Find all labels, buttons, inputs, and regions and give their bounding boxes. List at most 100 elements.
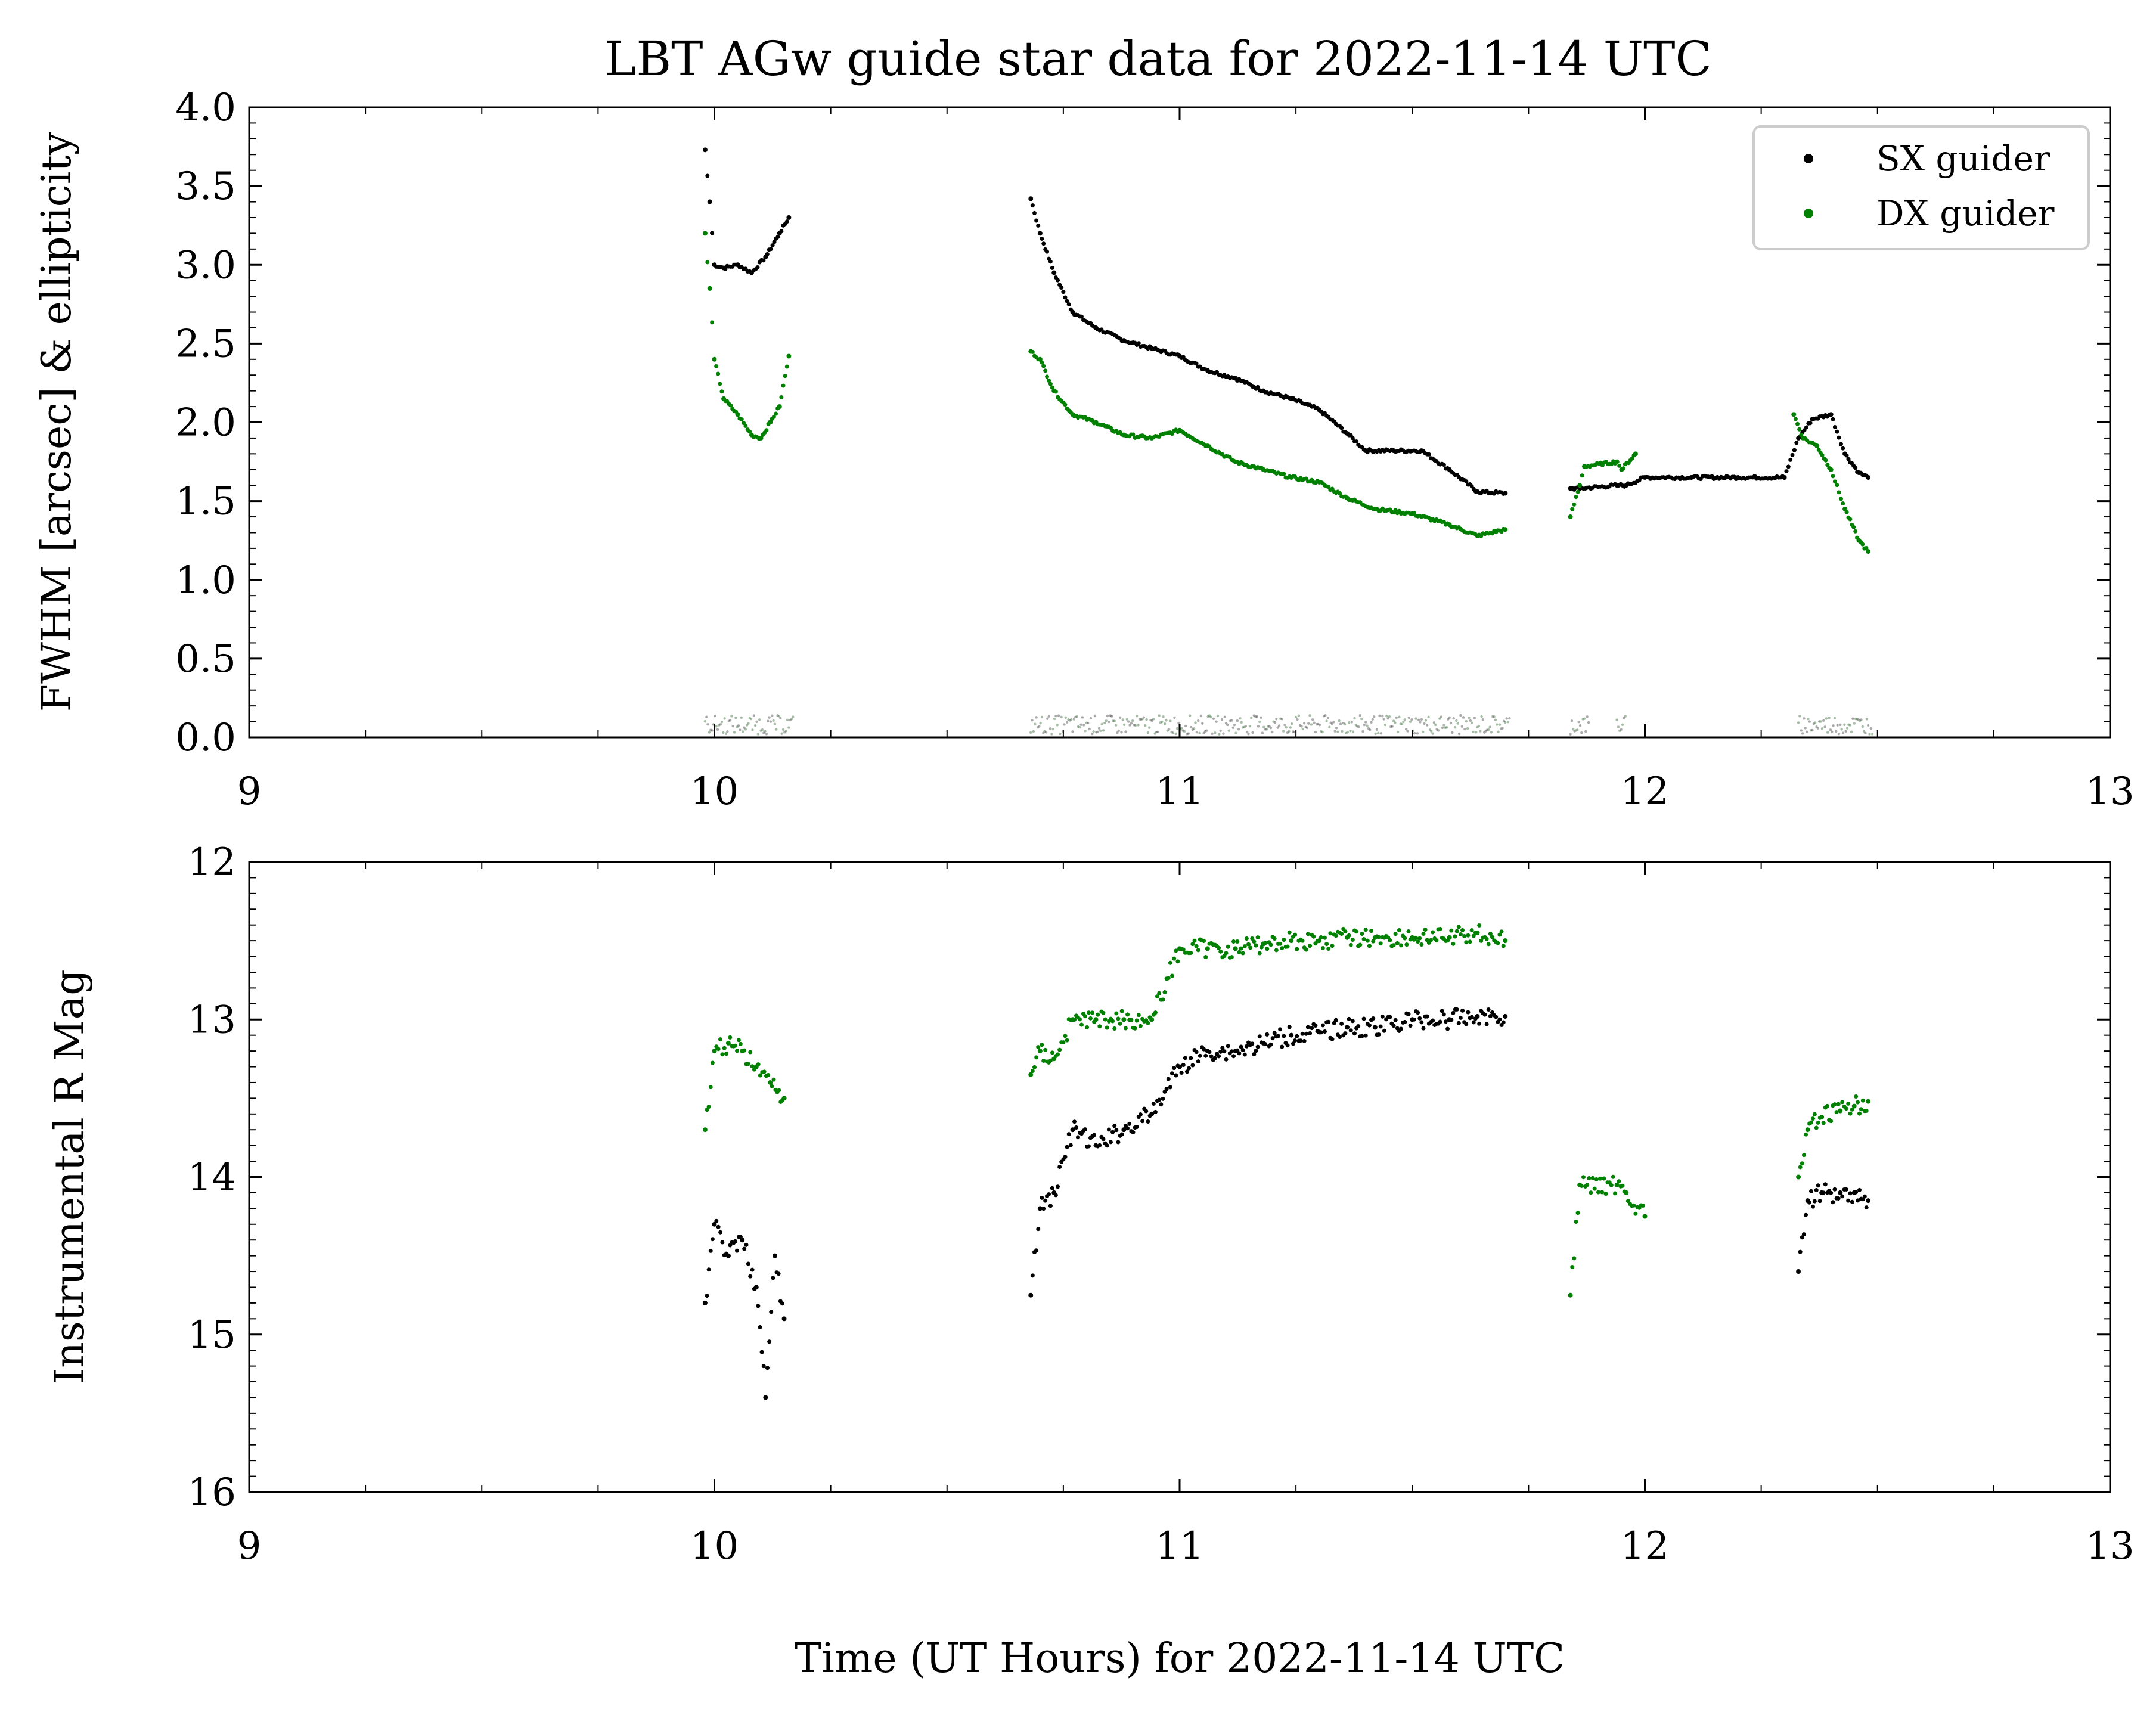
y-tick-label: 12: [188, 841, 236, 885]
y-tick-label: 1.0: [175, 559, 236, 603]
ellipticity-point: [1191, 728, 1195, 731]
data-point-sx: [765, 252, 770, 256]
data-point-dx: [1501, 526, 1506, 531]
ellipticity-point: [743, 726, 746, 729]
ellipticity-point: [753, 724, 757, 727]
data-point-sx: [1844, 1187, 1848, 1192]
data-point-dx: [1205, 946, 1210, 951]
data-point-sx: [1041, 1207, 1046, 1211]
data-point-dx: [1263, 941, 1268, 945]
ellipticity-point: [1279, 717, 1282, 720]
data-point-dx: [1363, 928, 1368, 932]
data-point-dx: [1617, 1179, 1621, 1184]
ellipticity-point: [1385, 715, 1388, 718]
ellipticity-point: [1316, 723, 1319, 726]
data-point-dx: [1451, 941, 1456, 946]
data-point-sx: [747, 269, 752, 274]
data-point-dx: [770, 1084, 774, 1088]
data-point-sx: [1503, 1013, 1508, 1019]
legend-label-dx: DX guider: [1876, 193, 2055, 234]
data-point-sx: [771, 1276, 775, 1280]
data-point-sx: [1831, 1200, 1835, 1205]
x-axis-label: Time (UT Hours) for 2022-11-14 UTC: [795, 1635, 1565, 1682]
data-point-sx: [1198, 1053, 1202, 1058]
data-point-dx: [736, 1038, 741, 1043]
ellipticity-point: [1261, 731, 1264, 734]
data-point-sx: [1108, 1140, 1113, 1145]
x-tick-label: 10: [690, 1524, 739, 1568]
data-point-sx: [738, 1235, 743, 1239]
data-point-dx: [702, 1127, 708, 1133]
ellipticity-point: [780, 732, 783, 735]
ellipticity-point: [1205, 729, 1208, 732]
data-point-dx: [1103, 1017, 1108, 1022]
data-point-sx: [1063, 1155, 1068, 1159]
data-point-dx: [1860, 1098, 1865, 1103]
data-point-sx: [1333, 1018, 1338, 1022]
ellipticity-point: [1324, 714, 1327, 717]
ellipticity-point: [1096, 730, 1099, 734]
data-point-sx: [1065, 299, 1069, 303]
ellipticity-point: [1171, 731, 1175, 734]
data-point-sx: [1846, 1198, 1851, 1203]
ellipticity-point: [703, 719, 707, 723]
data-point-dx: [1354, 929, 1359, 934]
data-point-dx: [1468, 939, 1472, 944]
data-point-dx: [1859, 1107, 1863, 1112]
ellipticity-point: [1211, 732, 1214, 736]
data-point-dx: [1805, 1127, 1810, 1133]
ellipticity-point: [1161, 720, 1164, 724]
data-point-dx: [1589, 1190, 1593, 1195]
ellipticity-point: [789, 718, 792, 722]
data-point-dx: [1181, 947, 1186, 952]
data-point-dx: [1053, 389, 1058, 394]
data-point-sx: [1224, 1057, 1229, 1062]
ellipticity-point: [1051, 727, 1054, 731]
data-point-dx: [775, 406, 780, 411]
ellipticity-point: [1504, 721, 1507, 724]
data-point-dx: [1282, 472, 1286, 476]
data-point-dx: [1119, 1009, 1124, 1013]
ellipticity-point: [1374, 732, 1377, 735]
data-point-sx: [1501, 1020, 1506, 1025]
ellipticity-point: [1048, 727, 1052, 730]
data-point-dx: [1813, 442, 1817, 447]
data-point-sx: [1389, 447, 1394, 452]
data-point-dx: [1043, 1047, 1048, 1052]
data-point-dx: [1827, 466, 1832, 470]
data-point-sx: [1244, 1044, 1249, 1049]
ellipticity-point: [1277, 724, 1281, 727]
data-point-sx: [1445, 1026, 1450, 1031]
data-point-sx: [1254, 1049, 1258, 1053]
ellipticity-point: [726, 730, 729, 733]
ellipticity-point: [1140, 718, 1143, 721]
data-point-sx: [1164, 1087, 1169, 1091]
data-point-dx: [1458, 932, 1463, 937]
ellipticity-point: [1092, 730, 1095, 733]
ellipticity-point: [1285, 726, 1288, 729]
data-point-dx: [1034, 1055, 1039, 1060]
ellipticity-point: [1296, 718, 1299, 721]
ellipticity-point: [1870, 733, 1874, 736]
ellipticity-point: [1087, 721, 1090, 725]
data-point-sx: [1037, 231, 1043, 236]
data-point-sx: [1287, 396, 1292, 401]
ellipticity-point: [1036, 725, 1040, 729]
data-point-sx: [1250, 1041, 1255, 1046]
data-point-sx: [1454, 1007, 1459, 1012]
data-point-dx: [1268, 942, 1273, 947]
ellipticity-point: [1152, 718, 1155, 721]
data-point-dx: [1123, 1026, 1128, 1031]
data-point-dx: [1449, 928, 1454, 933]
ellipticity-point: [759, 729, 762, 732]
data-point-dx: [1097, 1024, 1102, 1029]
data-point-sx: [1059, 286, 1064, 290]
data-point-sx: [1028, 196, 1034, 201]
ellipticity-point: [1840, 728, 1843, 731]
y-tick-label: 0.5: [175, 637, 236, 681]
ellipticity-point: [761, 728, 764, 731]
data-point-dx: [1479, 938, 1484, 943]
data-point-sx: [1326, 1019, 1331, 1024]
ellipticity-point: [1209, 715, 1212, 718]
data-point-dx: [1399, 943, 1404, 948]
